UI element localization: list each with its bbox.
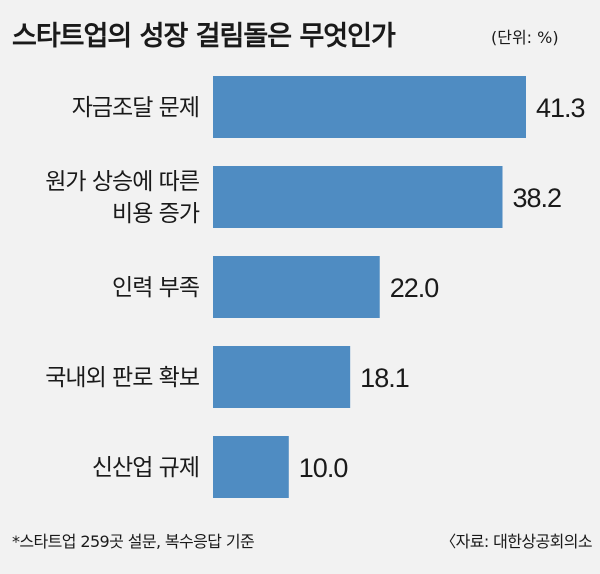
value-label-0: 41.3 (536, 93, 585, 123)
footnote: *스타트업 259곳 설문, 복수응답 기준 (12, 532, 255, 551)
category-label-1-line-1: 비용 증가 (112, 201, 200, 227)
source-note: 〈자료: 대한상공회의소 (440, 532, 592, 551)
category-label-2: 인력 부족 (112, 275, 199, 301)
value-label-3: 18.1 (360, 363, 409, 393)
bar-1 (213, 166, 503, 228)
category-label-1-line-0: 원가 상승에 따른 (45, 169, 199, 195)
value-label-2: 22.0 (390, 273, 439, 303)
bar-4 (213, 436, 289, 498)
bar-0 (213, 76, 526, 138)
value-label-4: 10.0 (299, 453, 348, 483)
chart-title: 스타트업의 성장 걸림돌은 무엇인가 (12, 21, 396, 52)
category-label-4: 신산업 규제 (92, 455, 199, 481)
bar-3 (213, 346, 351, 408)
category-label-0: 자금조달 문제 (72, 95, 199, 121)
bar-2 (213, 256, 380, 318)
category-label-3: 국내외 판로 확보 (45, 365, 199, 391)
unit-label: (단위: %) (491, 28, 559, 47)
value-label-1: 38.2 (513, 183, 562, 213)
